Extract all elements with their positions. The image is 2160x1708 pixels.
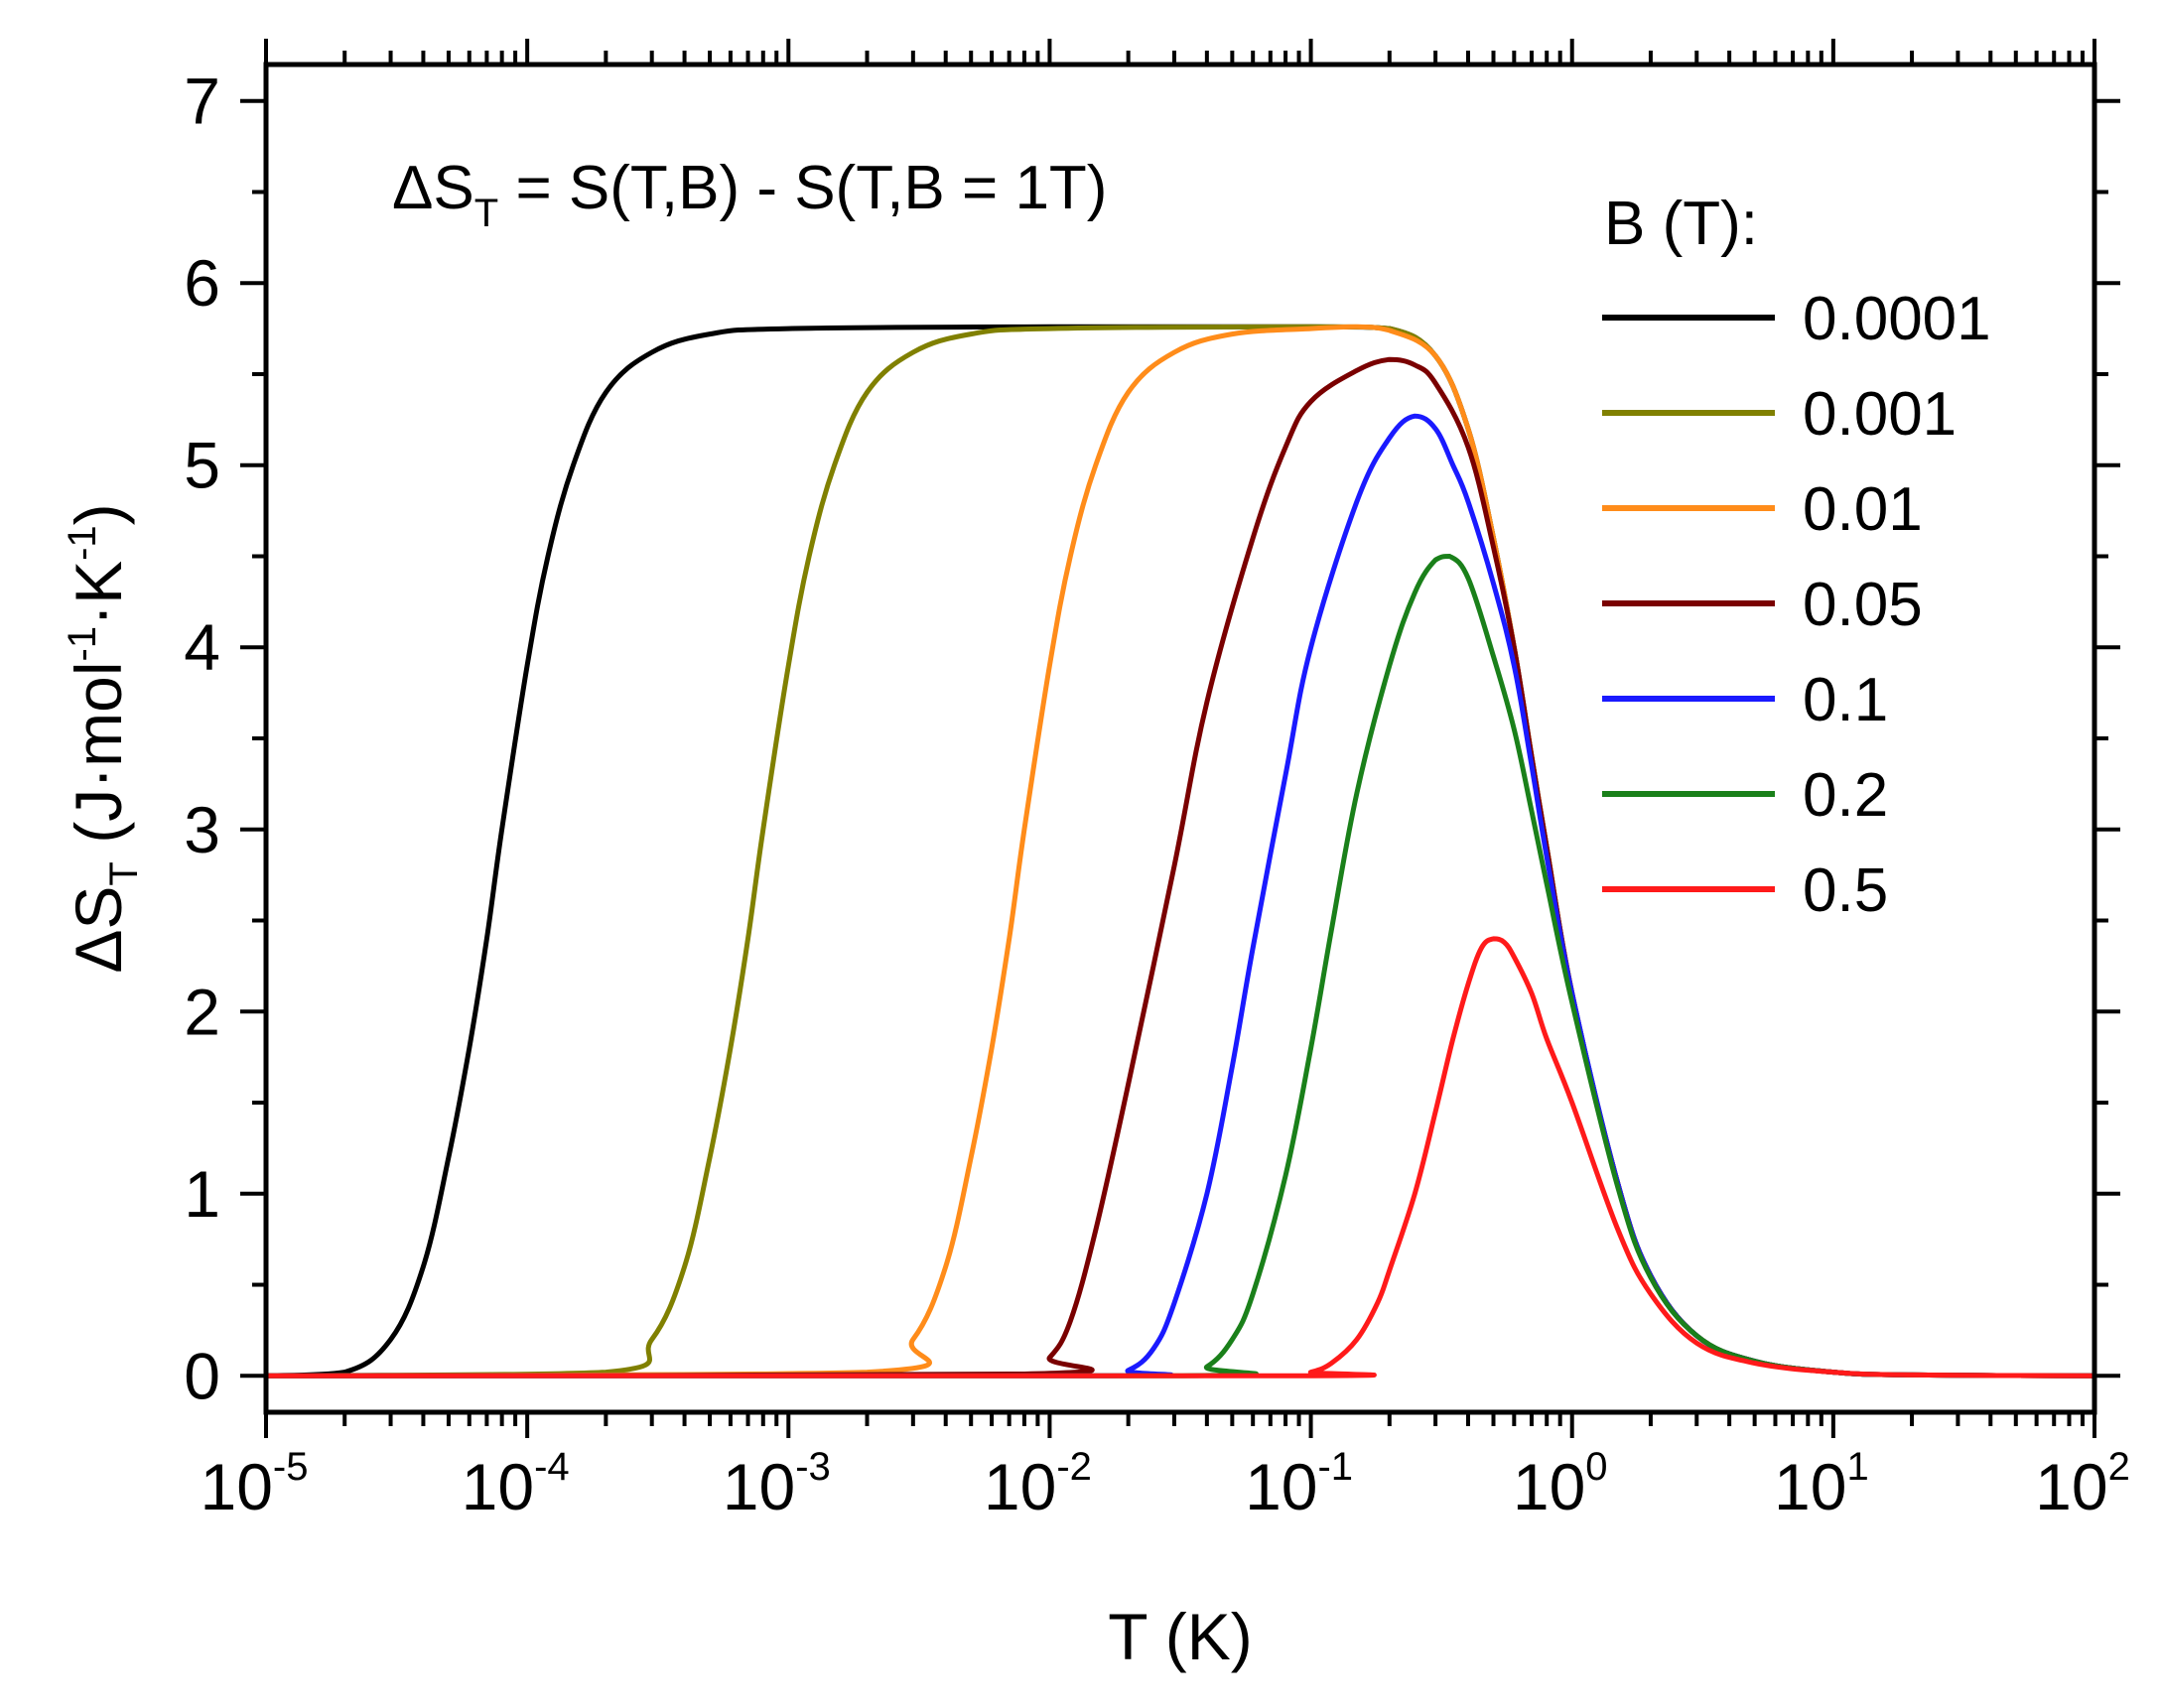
annotation-sub: T (474, 192, 498, 235)
ticks-layer (240, 39, 2120, 1438)
legend-label: 0.5 (1803, 856, 1888, 925)
x-tick-label: 10-2 (984, 1445, 1092, 1523)
legend-label: 0.01 (1803, 475, 1923, 544)
plot-frame (263, 62, 2097, 1415)
x-tick-base: 10 (2035, 1450, 2107, 1523)
y-tick-label: 1 (184, 1157, 220, 1231)
legend-label: 0.05 (1803, 571, 1923, 639)
series-line-0.5 (266, 936, 2094, 1379)
y-tick-label: 0 (184, 1339, 220, 1412)
x-tick-label: 10-3 (723, 1445, 831, 1523)
legend-label: 0.0001 (1803, 285, 1991, 353)
x-tick-exp: -4 (534, 1445, 570, 1489)
legend-label: 0.1 (1803, 666, 1888, 734)
series-line-0.2 (266, 554, 2094, 1379)
x-tick-exp: 2 (2108, 1445, 2130, 1489)
y-title-sup1: -1 (61, 626, 104, 662)
x-axis-title: T (K) (1108, 1600, 1252, 1673)
x-tick-base: 10 (723, 1450, 795, 1523)
legend-title: B (T): (1604, 190, 1758, 258)
x-tick-exp: 0 (1585, 1445, 1607, 1489)
equation-annotation: ΔST = S(T,B) - S(T,B = 1T) (392, 154, 1107, 235)
y-tick-label: 6 (184, 246, 220, 320)
y-title-sup2: -1 (61, 525, 104, 561)
x-tick-base: 10 (201, 1450, 273, 1523)
x-tick-label: 100 (1513, 1445, 1608, 1523)
series-layer (266, 324, 2094, 1379)
y-tick-label: 2 (184, 975, 220, 1048)
legend: 0.0001 0.001 0.01 0.05 0.1 0.2 0.5 (1602, 285, 1991, 925)
plot-area (266, 324, 2094, 1379)
x-tick-base: 10 (1774, 1450, 1846, 1523)
y-tick-label: 4 (184, 610, 220, 684)
legend-label: 0.2 (1803, 761, 1888, 830)
annotation-rest: = S(T,B) - S(T,B = 1T) (498, 154, 1107, 222)
y-axis-title: ΔST (J·mol-1·K-1) (61, 503, 146, 973)
x-tick-label: 102 (2035, 1445, 2130, 1523)
x-tick-base: 10 (462, 1450, 534, 1523)
y-title-mid: ·K (62, 561, 135, 626)
x-tick-exp: -3 (795, 1445, 831, 1489)
x-tick-exp: -2 (1056, 1445, 1092, 1489)
x-tick-label: 10-5 (201, 1445, 309, 1523)
y-title-delta: ΔS (62, 886, 135, 974)
x-tick-labels: 10-5 10-4 10-3 10-2 10-1 100 101 102 (201, 1445, 2130, 1523)
annotation-delta: ΔS (392, 154, 474, 222)
legend-label: 0.001 (1803, 380, 1957, 449)
y-title-sub: T (102, 861, 146, 885)
y-title-unit-pre: (J·mol (62, 661, 135, 861)
x-tick-exp: -5 (273, 1445, 309, 1489)
x-tick-base: 10 (984, 1450, 1056, 1523)
x-tick-exp: -1 (1317, 1445, 1353, 1489)
x-tick-base: 10 (1245, 1450, 1317, 1523)
x-tick-exp: 1 (1846, 1445, 1868, 1489)
x-tick-base: 10 (1513, 1450, 1585, 1523)
x-tick-label: 10-1 (1245, 1445, 1353, 1523)
x-tick-label: 10-4 (462, 1445, 570, 1523)
y-tick-label: 7 (184, 65, 220, 138)
y-tick-label: 5 (184, 429, 220, 502)
y-tick-label: 3 (184, 793, 220, 866)
x-tick-label: 101 (1774, 1445, 1869, 1523)
y-tick-labels: 0 1 2 3 4 5 6 7 (184, 65, 220, 1413)
y-title-unit-post: ) (62, 503, 135, 525)
